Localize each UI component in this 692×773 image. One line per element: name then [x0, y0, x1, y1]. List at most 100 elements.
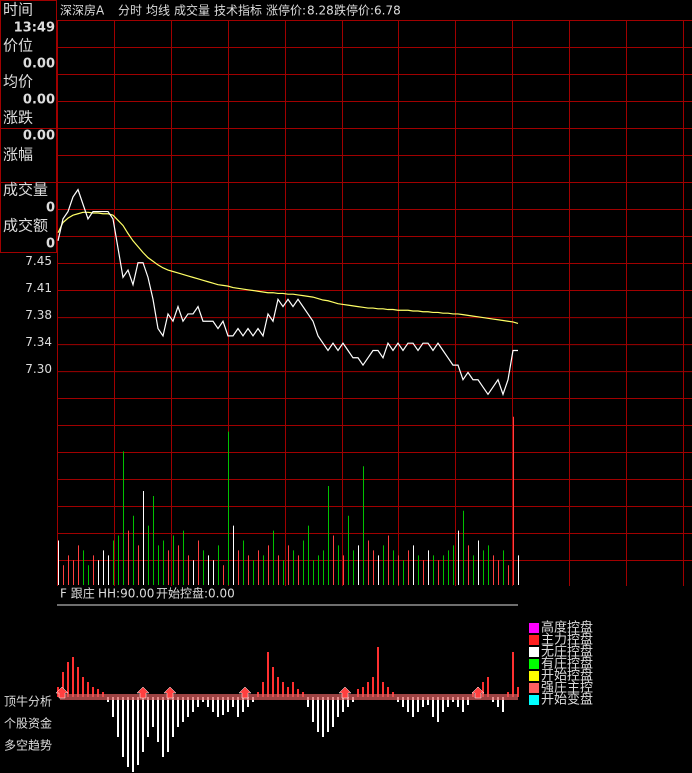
- legend-swatch: [529, 647, 539, 657]
- indicator-bar: [62, 672, 64, 697]
- legend-label: 开始控盘: [541, 668, 593, 684]
- indicator-bar: [162, 697, 164, 757]
- indicator-bar: [322, 697, 324, 737]
- signal-icon: [471, 686, 485, 699]
- indicator-bar: [502, 697, 504, 712]
- legend-swatch: [529, 623, 539, 633]
- indicator-bar: [332, 697, 334, 727]
- indicator-bar: [157, 697, 159, 742]
- y-tick-label: 7.45: [25, 254, 52, 268]
- indicator-bar: [482, 682, 484, 697]
- indicator-bar: [362, 687, 364, 697]
- indicator-bar: [447, 697, 449, 707]
- legend-label: 开始变盘: [541, 692, 593, 708]
- info-label: 涨幅: [3, 146, 33, 164]
- indicator-bar: [422, 697, 424, 707]
- indicator-bar: [517, 687, 519, 697]
- indicator-bar: [272, 667, 274, 697]
- indicator-bar: [237, 697, 239, 717]
- indicator-bar: [217, 697, 219, 717]
- legend-label: 主力控盘: [541, 632, 593, 648]
- legend-swatch: [529, 695, 539, 705]
- indicator-title: F 跟庄: [60, 586, 95, 601]
- info-label: 涨跌: [3, 109, 33, 127]
- indicator-bar: [317, 697, 319, 732]
- indicator-bar: [307, 697, 309, 707]
- indicator-bar: [377, 647, 379, 697]
- indicator-bar: [292, 682, 294, 697]
- indicator-bar: [437, 697, 439, 722]
- indicator-bar: [72, 657, 74, 697]
- indicator-bar: [432, 697, 434, 717]
- indicator-bar: [487, 677, 489, 697]
- y-tick-label: 7.30: [25, 362, 52, 376]
- stock-name: 深深房A: [60, 3, 105, 18]
- legend-swatch: [529, 659, 539, 669]
- indicator-param: 开始控盘:0.00: [156, 586, 235, 601]
- indicator-bar: [417, 697, 419, 712]
- indicator-bar: [347, 697, 349, 707]
- indicator-bar: [122, 697, 124, 757]
- indicator-bar: [402, 697, 404, 707]
- indicator-bar: [412, 697, 414, 717]
- indicator-bar: [207, 697, 209, 707]
- price-line: [57, 188, 518, 397]
- y-tick-label: 7.38: [25, 308, 52, 322]
- legend-swatch: [529, 635, 539, 645]
- indicator-bar: [277, 677, 279, 697]
- info-value: 13:49: [14, 21, 55, 36]
- indicator-bar: [267, 652, 269, 697]
- signal-icon: [136, 686, 150, 699]
- indicator-bar: [357, 689, 359, 697]
- side-button[interactable]: 顶牛分析: [4, 694, 52, 709]
- indicator-bar: [197, 697, 199, 707]
- info-value: 0.00: [23, 129, 55, 144]
- indicator-bar: [262, 682, 264, 697]
- indicator-bar: [372, 677, 374, 697]
- average-line: [57, 211, 519, 324]
- baseline-band: [60, 694, 518, 700]
- indicator-bar: [172, 697, 174, 737]
- indicator-bar: [82, 677, 84, 697]
- side-button[interactable]: 多空趋势: [4, 739, 52, 753]
- indicator-bar: [367, 682, 369, 697]
- info-label: 成交量: [3, 181, 48, 199]
- indicator-bar: [112, 697, 114, 717]
- indicator-bar: [142, 697, 144, 752]
- limit-up: 8.28: [307, 4, 334, 18]
- signal-icon: [238, 686, 252, 699]
- indicator-bar: [247, 697, 249, 707]
- indicator-bar: [132, 697, 134, 772]
- indicator-bar: [87, 682, 89, 697]
- indicator-bar: [167, 697, 169, 752]
- indicator-bar: [67, 662, 69, 697]
- indicator-bar: [147, 697, 149, 737]
- indicator-bar: [212, 697, 214, 712]
- legend-label: 高度控盘: [541, 620, 593, 636]
- legend-label: 强庄主控: [541, 680, 593, 696]
- indicator-bar: [312, 697, 314, 722]
- tab[interactable]: 分时: [118, 4, 142, 18]
- indicator-bar: [282, 682, 284, 697]
- y-tick-label: 7.41: [25, 281, 52, 295]
- info-label: 成交额: [3, 217, 48, 235]
- signal-icon: [338, 686, 352, 699]
- side-button[interactable]: 个股资金: [4, 716, 52, 731]
- tab[interactable]: 成交量: [174, 3, 210, 18]
- indicator-bar: [232, 697, 234, 707]
- indicator-bar: [187, 697, 189, 717]
- indicator-bar: [297, 689, 299, 697]
- indicator-bar: [182, 697, 184, 722]
- legend-swatch: [529, 683, 539, 693]
- limit-down-label: 跌停价:: [334, 3, 374, 18]
- signal-icon: [55, 686, 69, 699]
- indicator-bar: [287, 687, 289, 697]
- legend-label: 无庄控盘: [541, 644, 593, 660]
- legend-swatch: [529, 671, 539, 681]
- tab[interactable]: 均线: [146, 4, 170, 18]
- info-label: 均价: [3, 73, 33, 91]
- tab[interactable]: 技术指标: [214, 3, 262, 18]
- indicator-bar: [92, 687, 94, 697]
- indicator-bar: [152, 697, 154, 727]
